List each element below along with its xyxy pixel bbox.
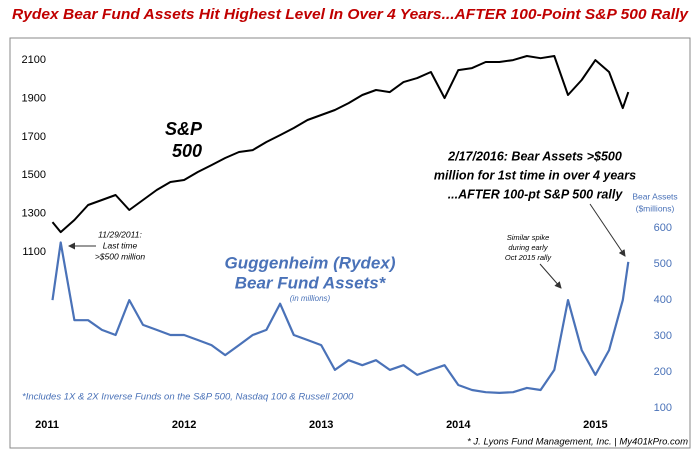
annotation: 2/17/2016: Bear Assets >$500 [447,149,622,163]
y2-tick-label: 500 [654,258,672,270]
annotation: >$500 million [95,251,146,261]
last-time-note: 11/29/2011: Last time >$500 million [95,229,146,261]
y2-tick-label: 100 [654,402,672,414]
annotation: Last time [103,240,138,250]
series-label: (in millions) [290,294,331,303]
series-line [51,55,630,234]
y-tick-label: 1700 [22,131,46,143]
y-tick-label: 1300 [22,208,46,220]
annotation: during early [508,243,548,252]
x-tick-label: 2013 [309,419,333,431]
arrow [589,203,626,257]
bear-label: Guggenheim (Rydex) Bear Fund Assets* (in… [225,253,396,303]
axis-title: Bear Assets [632,191,677,201]
plot-frame [9,37,691,449]
series-label: 500 [172,141,202,161]
x-tick-label: 2011 [35,419,59,431]
y-tick-label: 1900 [22,92,46,104]
latest-note: 2/17/2016: Bear Assets >$500 million for… [434,149,636,201]
annotation: Similar spike [507,233,550,242]
y-tick-label: 1500 [22,169,46,181]
annotation: million for 1st time in over 4 years [434,168,636,182]
source: * J. Lyons Fund Management, Inc. | My401… [467,437,688,448]
annotation: Oct 2015 rally [505,253,553,262]
annotation: ...AFTER 100-pt S&P 500 rally [448,187,624,201]
x-tick-label: 2015 [583,419,607,431]
series-label: Guggenheim (Rydex) [225,253,396,272]
annotation: 11/29/2011: [98,229,142,239]
chart-title: Rydex Bear Fund Assets Hit Highest Level… [12,6,689,23]
y2-tick-label: 400 [654,294,672,306]
y2-title: Bear Assets ($millions) [632,191,677,213]
footnote: *Includes 1X & 2X Inverse Funds on the S… [22,392,354,403]
y2-tick-label: 600 [654,222,672,234]
x-tick-label: 2014 [446,419,471,431]
y-tick-label: 2100 [22,54,46,66]
y2-tick-label: 200 [654,366,672,378]
similar-note: Similar spike during early Oct 2015 rall… [505,233,553,262]
y2-tick-label: 300 [654,330,672,342]
y-tick-label: 1100 [22,246,46,258]
sp-label: S&P 500 [165,119,203,161]
arrow [539,263,562,289]
axis-title: ($millions) [636,203,675,213]
series-line [51,241,630,394]
series-label: S&P [165,119,203,139]
series-label: Bear Fund Assets* [235,273,387,292]
x-tick-label: 2012 [172,419,196,431]
